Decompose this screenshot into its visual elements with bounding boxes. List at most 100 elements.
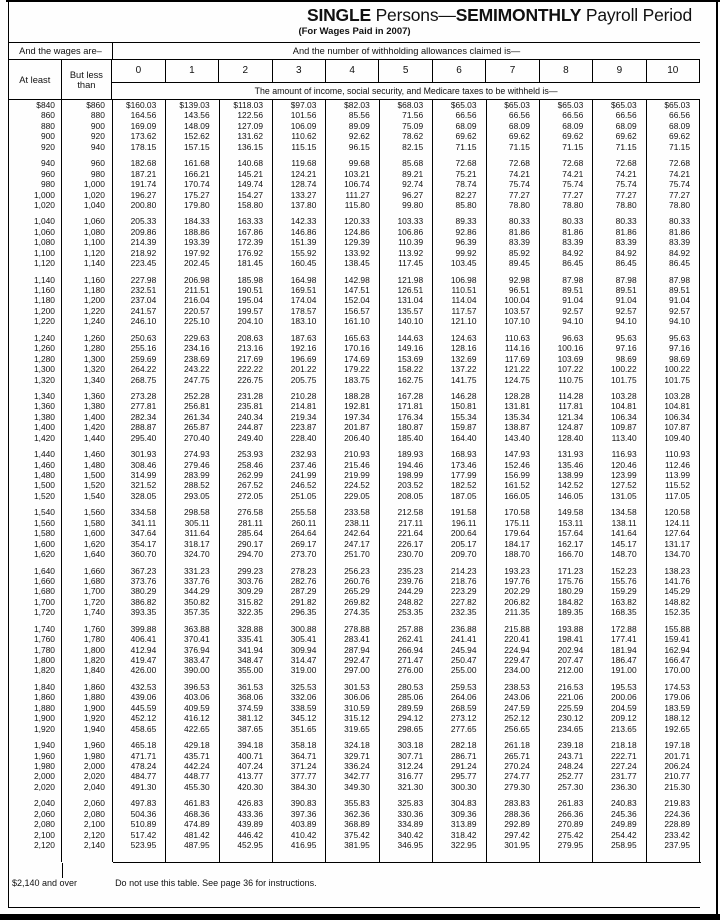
tax-amount-cell: 69.62 bbox=[487, 131, 540, 142]
tax-amount-cell: 201.87 bbox=[326, 422, 380, 433]
tax-amount-cell: 187.21 bbox=[113, 168, 167, 180]
tax-amount-cell: 309.94 bbox=[273, 644, 327, 655]
tax-amount-cell: 166.05 bbox=[487, 490, 540, 502]
wage-cell: 1,920 bbox=[62, 713, 113, 724]
page-top-border bbox=[6, 0, 720, 2]
tax-amount-cell bbox=[487, 443, 540, 450]
tax-amount-cell: 246.52 bbox=[273, 480, 327, 491]
tax-amount-cell: $65.03 bbox=[540, 100, 594, 111]
tax-amount-cell bbox=[593, 210, 647, 217]
tax-amount-cell: 274.93 bbox=[166, 449, 220, 460]
tax-amount-cell: 217.11 bbox=[380, 517, 434, 529]
table-row: 960 980 187.21 166.21 145.21 124.21 103.21 89.2… bbox=[9, 168, 700, 180]
tax-amount-cell: 324.18 bbox=[326, 740, 380, 751]
tax-amount-cell: 287.94 bbox=[326, 644, 380, 655]
tax-amount-cell: 83.39 bbox=[487, 237, 540, 248]
tax-amount-cell: 261.18 bbox=[487, 740, 540, 751]
tax-amount-cell: 206.24 bbox=[647, 760, 700, 772]
tax-amount-cell: 279.95 bbox=[540, 840, 594, 851]
table-body: $840 $860 $160.03 $139.03 $118.03 $97.03 $82.0… bbox=[9, 100, 700, 863]
tax-amount-cell: 439.89 bbox=[220, 819, 273, 830]
tax-amount-cell: 162.75 bbox=[380, 374, 434, 385]
tax-amount-cell: 239.76 bbox=[380, 575, 434, 587]
tax-amount-cell: 270.89 bbox=[540, 819, 594, 830]
table-row: 1,020 1,040 200.80 179.80 158.80 137.80 115.80… bbox=[9, 199, 700, 211]
wage-cell: 1,280 bbox=[9, 353, 62, 365]
group-gap-row bbox=[9, 617, 700, 624]
tax-amount-cell: 202.29 bbox=[487, 586, 540, 597]
table-row: 1,480 1,500 314.99 283.99 262.99 241.99 219.99… bbox=[9, 470, 700, 481]
tax-amount-cell: 189.35 bbox=[540, 607, 594, 618]
tax-amount-cell bbox=[487, 326, 540, 333]
tax-amount-cell: 211.35 bbox=[487, 607, 540, 618]
tax-amount-cell: 344.29 bbox=[166, 586, 220, 597]
tax-amount-cell: 286.71 bbox=[433, 750, 487, 761]
tax-amount-cell: 141.75 bbox=[433, 374, 487, 385]
tax-amount-cell: 354.17 bbox=[113, 538, 167, 550]
tax-amount-cell: 92.74 bbox=[380, 179, 434, 190]
wage-cell: 1,360 bbox=[62, 390, 113, 402]
tax-amount-cell bbox=[166, 792, 220, 799]
tax-amount-cell: 110.51 bbox=[433, 285, 487, 296]
tax-amount-cell: 152.23 bbox=[593, 565, 647, 576]
tax-amount-cell: 291.24 bbox=[433, 760, 487, 772]
wage-cell: 1,700 bbox=[62, 586, 113, 597]
tax-amount-cell: 134.70 bbox=[647, 549, 700, 560]
tax-amount-cell: 328.05 bbox=[113, 490, 167, 502]
tax-amount-cell: 100.04 bbox=[487, 295, 540, 306]
tax-amount-cell: 81.86 bbox=[540, 226, 594, 238]
tax-amount-cell: 238.53 bbox=[487, 681, 540, 693]
tax-amount-cell: 169.51 bbox=[273, 285, 327, 296]
tax-amount-cell: 291.82 bbox=[273, 596, 327, 608]
tax-amount-cell: 285.06 bbox=[380, 692, 434, 703]
tax-amount-cell: 240.34 bbox=[220, 411, 273, 423]
tax-amount-cell: 262.99 bbox=[220, 470, 273, 481]
wage-cell bbox=[62, 210, 113, 217]
table-row: 1,760 1,780 406.41 370.41 335.41 305.41 283.41… bbox=[9, 634, 700, 645]
tax-amount-cell: 238.69 bbox=[166, 353, 220, 365]
tax-amount-cell: 94.10 bbox=[593, 316, 647, 327]
tax-amount-cell: 237.95 bbox=[647, 840, 700, 851]
tax-amount-cell bbox=[593, 501, 647, 508]
tax-amount-cell: 89.51 bbox=[540, 285, 594, 296]
wage-cell bbox=[9, 210, 62, 217]
table-row: 1,500 1,520 321.52 288.52 267.52 246.52 224.52… bbox=[9, 480, 700, 491]
tax-amount-cell: 103.28 bbox=[647, 390, 700, 402]
tax-amount-cell: 264.06 bbox=[433, 692, 487, 703]
tax-amount-cell: 252.28 bbox=[166, 390, 220, 402]
tax-amount-cell: 268.59 bbox=[433, 702, 487, 714]
tax-amount-cell: 160.45 bbox=[273, 258, 327, 269]
tax-amount-cell: 269.82 bbox=[326, 596, 380, 608]
tax-amount-cell: 89.51 bbox=[647, 285, 700, 296]
wage-cell: 1,460 bbox=[9, 459, 62, 470]
tax-amount-cell: 145.29 bbox=[647, 586, 700, 597]
tax-amount-cell bbox=[487, 384, 540, 391]
tax-amount-cell: 177.99 bbox=[433, 470, 487, 481]
tax-amount-cell: 140.10 bbox=[380, 316, 434, 327]
tax-amount-cell: 178.15 bbox=[113, 141, 167, 153]
wage-cell: 1,680 bbox=[9, 586, 62, 597]
tax-amount-cell: 218.18 bbox=[593, 740, 647, 751]
tax-amount-cell: 86.45 bbox=[647, 258, 700, 269]
tax-amount-cell: 69.62 bbox=[540, 131, 594, 142]
tax-amount-cell: 278.23 bbox=[273, 565, 327, 576]
wage-cell bbox=[9, 443, 62, 450]
tax-amount-cell: 196.69 bbox=[273, 353, 327, 365]
group-gap-row bbox=[9, 501, 700, 508]
tax-amount-cell: 141.64 bbox=[593, 528, 647, 539]
tax-amount-cell: 219.34 bbox=[273, 411, 327, 423]
tax-amount-cell: 68.09 bbox=[487, 120, 540, 132]
tax-amount-cell: 117.69 bbox=[487, 353, 540, 365]
wage-cell: 1,400 bbox=[62, 411, 113, 423]
tax-amount-cell: 241.99 bbox=[273, 470, 327, 481]
tax-amount-cell: 283.99 bbox=[166, 470, 220, 481]
tax-amount-cell: 390.83 bbox=[273, 798, 327, 809]
table-row: 1,420 1,440 295.40 270.40 249.40 228.40 206.40… bbox=[9, 432, 700, 444]
tax-amount-cell: 124.21 bbox=[273, 168, 327, 180]
table-row: 860 880 164.56 143.56 122.56 101.56 85.56 71.56… bbox=[9, 110, 700, 121]
tax-amount-cell: 205.33 bbox=[113, 216, 167, 227]
tax-amount-cell bbox=[166, 850, 220, 863]
wage-cell: 1,500 bbox=[9, 480, 62, 491]
allowances-claimed-label: And the number of withholding allowances… bbox=[292, 46, 521, 56]
amount-withheld-label: The amount of income, social security, a… bbox=[254, 86, 558, 96]
